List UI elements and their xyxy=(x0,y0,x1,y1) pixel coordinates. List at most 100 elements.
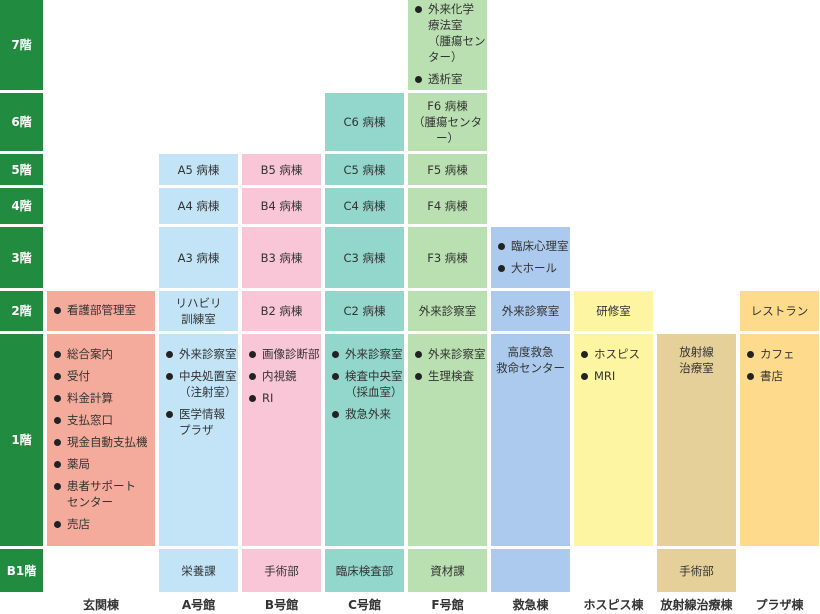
room-item: 売店 xyxy=(54,516,90,532)
room-cell: 外来診察室 xyxy=(408,291,487,331)
room-list: 臨床心理室 大ホール xyxy=(491,227,570,288)
room-list: 総合案内 受付 料金計算 支払窓口 現金自動支払機 薬局 患者サポート センター 売店 xyxy=(47,334,155,546)
bullet xyxy=(498,242,505,250)
building-name: F号館 xyxy=(431,598,464,612)
room-item: 画像診断部 xyxy=(249,346,320,362)
room-item: 総合案内 xyxy=(54,346,113,362)
room-item: 料金計算 xyxy=(54,390,113,406)
bullet xyxy=(249,351,256,358)
room-cell: F6 病棟 （腫瘍センター） xyxy=(408,93,487,151)
room-item: 検査中央室 （採血室） xyxy=(332,368,403,400)
bullet xyxy=(166,411,173,418)
room-name: 薬局 xyxy=(67,457,90,471)
room-item: 外来診察室 xyxy=(332,346,403,362)
building-name: 救急棟 xyxy=(512,598,549,612)
room-cell: 臨床検査部 xyxy=(325,549,404,592)
floor-label: 4階 xyxy=(0,188,43,224)
room-cell: A5 病棟 xyxy=(159,154,238,185)
room-name: 透析室 xyxy=(428,72,463,86)
room-cell: 研修室 xyxy=(574,291,653,331)
room-item: 外来診察室 xyxy=(166,346,237,362)
room-cell: A3 病棟 xyxy=(159,227,238,288)
room-cell: B2 病棟 xyxy=(242,291,321,331)
room-cell: B4 病棟 xyxy=(242,188,321,224)
room-cell: 資材課 xyxy=(408,549,487,592)
room-item: カフェ xyxy=(747,346,795,362)
room-item: 外来化学 療法室 （腫瘍センター） xyxy=(415,1,487,65)
room-item: 生理検査 xyxy=(415,368,474,384)
room-name: 支払窓口 xyxy=(67,413,113,427)
room-item: MRI xyxy=(581,368,615,384)
room-item: 支払窓口 xyxy=(54,412,113,428)
room-name: 内視鏡 xyxy=(262,369,297,383)
room-list: カフェ書店 xyxy=(740,334,819,546)
room-item: 看護部管理室 xyxy=(54,302,136,318)
room-item: 中央処置室 （注射室） xyxy=(166,368,237,400)
building-name: 玄関棟 xyxy=(82,598,119,612)
bullet xyxy=(415,6,422,13)
room-list xyxy=(491,549,570,592)
bullet xyxy=(54,307,61,314)
room-name: 外来化学 療法室 （腫瘍センター） xyxy=(428,2,486,64)
floor-label: 1階 xyxy=(0,334,43,546)
room-item: RI xyxy=(249,390,273,406)
room-name: 患者サポート センター xyxy=(67,479,136,509)
room-name: 救急外来 xyxy=(345,407,391,421)
room-cell: B5 病棟 xyxy=(242,154,321,185)
room-name: 受付 xyxy=(67,369,90,383)
room-cell: B3 病棟 xyxy=(242,227,321,288)
floor-label: 5階 xyxy=(0,154,43,185)
floor-label: B1階 xyxy=(0,549,43,592)
floor-label: 3階 xyxy=(0,227,43,288)
room-item: 書店 xyxy=(747,368,783,384)
room-list: ホスピス MRI xyxy=(574,334,653,546)
bullet xyxy=(249,395,256,402)
room-name: ホスピス xyxy=(594,347,640,361)
bullet xyxy=(332,351,339,358)
room-name: MRI xyxy=(594,369,616,383)
room-list: 外来診察室中央処置室 （注射室） 医学情報 プラザ xyxy=(159,334,238,546)
bullet xyxy=(747,351,754,358)
room-name: 外来診察室 xyxy=(428,347,486,361)
room-cell: F5 病棟 xyxy=(408,154,487,185)
room-name: 外来診察室 xyxy=(345,347,403,361)
room-item: ホスピス xyxy=(581,346,640,362)
bullet xyxy=(166,351,173,358)
bullet xyxy=(54,373,61,380)
room-name: RI xyxy=(262,391,274,405)
room-name: 大ホール xyxy=(511,260,557,275)
building-name: 放射線治療棟 xyxy=(660,598,733,612)
room-list: 画像診断部内視鏡 RI xyxy=(242,334,321,546)
room-list: 外来診察室生理検査 xyxy=(408,334,487,546)
room-name: カフェ xyxy=(760,347,795,361)
room-cell: 外来診察室 xyxy=(491,291,570,331)
bullet xyxy=(54,461,61,468)
bullet xyxy=(332,373,339,380)
room-name: 医学情報 プラザ xyxy=(179,407,225,437)
room-name: 画像診断部 xyxy=(262,347,320,361)
bullet xyxy=(415,76,422,83)
room-item: 臨床心理室 xyxy=(498,238,569,254)
room-item: 救急外来 xyxy=(332,406,391,422)
room-cell: A4 病棟 xyxy=(159,188,238,224)
room-item: 患者サポート センター xyxy=(54,478,136,510)
building-name: C号館 xyxy=(348,598,381,612)
bullet xyxy=(54,351,61,358)
bullet xyxy=(54,483,61,490)
room-name: 総合案内 xyxy=(67,347,113,361)
building-name: ホスピス棟 xyxy=(583,598,644,612)
bullet xyxy=(332,411,339,418)
room-cell: 手術部 xyxy=(657,549,736,592)
room-item: 大ホール xyxy=(498,260,557,276)
room-cell: 手術部 xyxy=(242,549,321,592)
room-item: 透析室 xyxy=(415,71,463,87)
room-list: 外来化学 療法室 （腫瘍センター） 透析室 xyxy=(408,0,487,90)
room-cell: C3 病棟 xyxy=(325,227,404,288)
room-cell: C5 病棟 xyxy=(325,154,404,185)
room-cell: リハビリ 訓練室 xyxy=(159,291,238,331)
room-name: 売店 xyxy=(67,517,90,531)
room-cell: F4 病棟 xyxy=(408,188,487,224)
room-name: 中央処置室 （注射室） xyxy=(179,369,237,399)
room-cell: F3 病棟 xyxy=(408,227,487,288)
